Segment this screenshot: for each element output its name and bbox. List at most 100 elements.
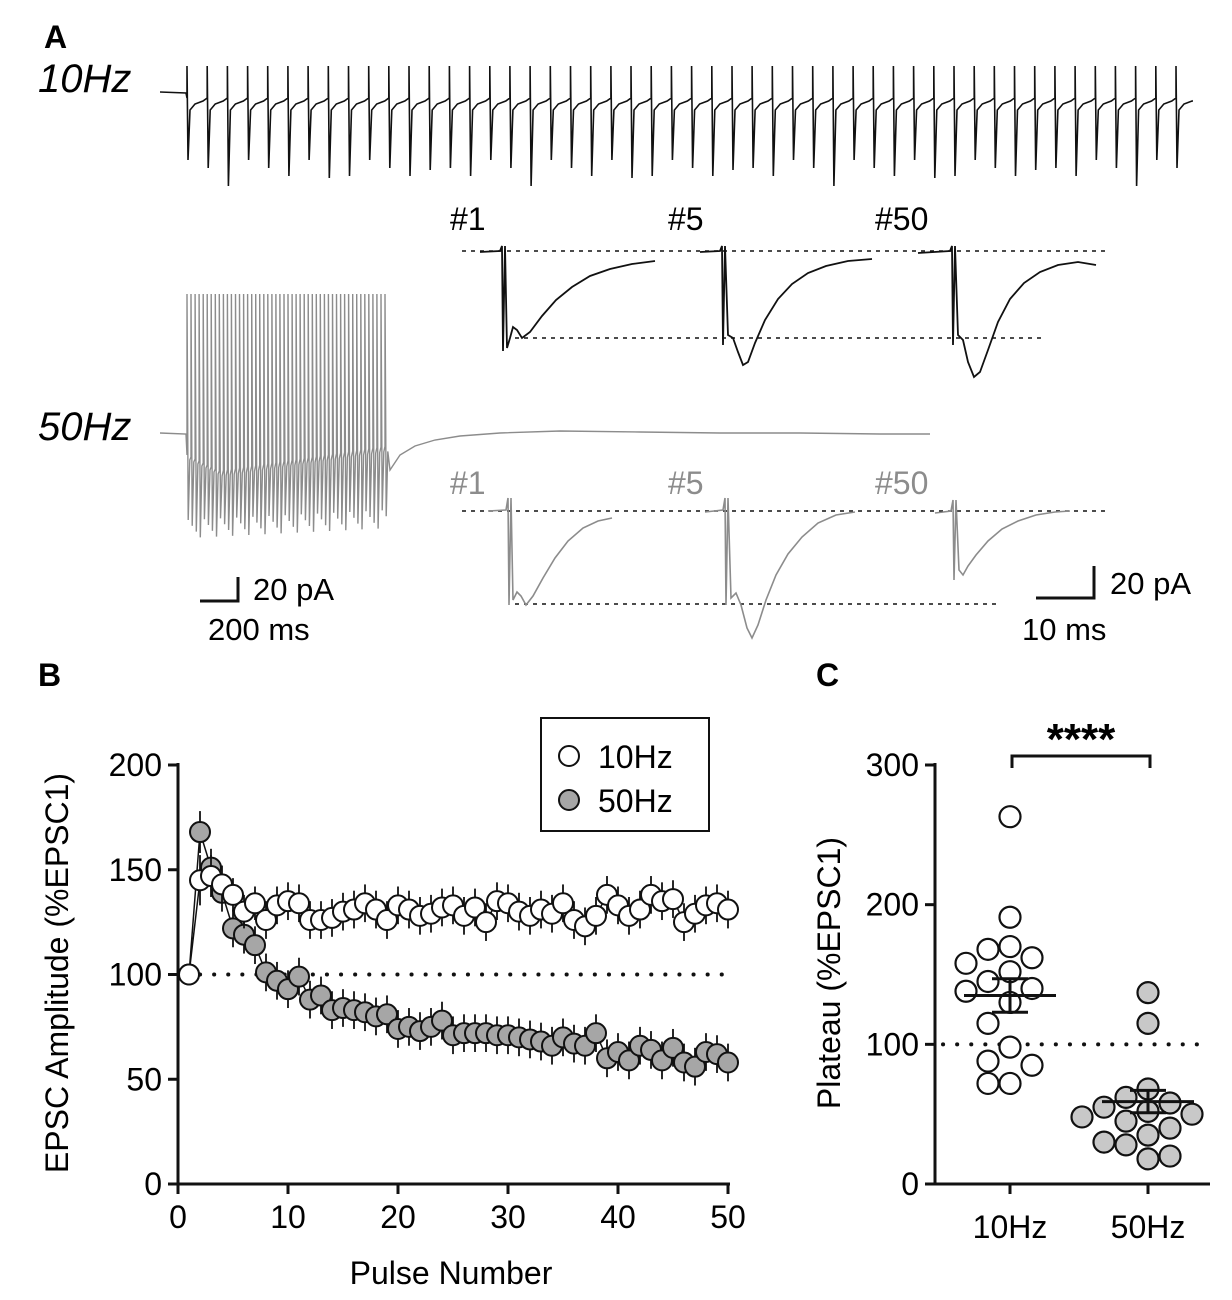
panel-c-point-50hz — [1136, 1011, 1160, 1035]
panel-c-point-50hz — [1092, 1095, 1116, 1119]
panel-b-point-50hz — [310, 984, 332, 1007]
panel-a: A 10Hz 50Hz #1 #5 #50 #1 #5 #50 — [38, 19, 1193, 647]
panel-c-point-10hz — [998, 905, 1022, 929]
panel-b-ytick-label: 200 — [109, 747, 162, 783]
scalebar-right: 20 pA 10 ms — [1022, 566, 1191, 647]
panel-c-xtick-label: 50Hz — [1111, 1209, 1186, 1245]
panel-b-xtick-label: 40 — [600, 1199, 636, 1235]
legend-50hz-label: 50Hz — [598, 783, 673, 819]
panel-b-point-10hz — [585, 904, 607, 927]
panel-b: B EPSC Amplitude (%EPSC1) Pulse Number 0… — [38, 657, 746, 1291]
trace-10hz-label: 10Hz — [38, 57, 131, 101]
insets-10hz: #1 #5 #50 — [450, 201, 1110, 379]
panel-b-ytick-label: 150 — [109, 852, 162, 888]
panel-c-point-10hz — [1020, 976, 1044, 1001]
panel-b-xtick-label: 10 — [270, 1199, 306, 1235]
panel-b-label: B — [38, 657, 61, 693]
panel-b-legend: 10Hz 50Hz — [540, 717, 710, 832]
panel-c-point-50hz — [1092, 1130, 1116, 1154]
inset-10hz-label-1: #1 — [450, 201, 486, 237]
panel-b-ylabel: EPSC Amplitude (%EPSC1) — [39, 773, 75, 1173]
panel-b-point-10hz — [475, 911, 497, 934]
panel-b-point-50hz — [684, 1055, 706, 1078]
panel-c-ytick-label: 200 — [866, 887, 919, 923]
panel-c-point-50hz — [1158, 1144, 1182, 1168]
panel-b-point-10hz — [464, 896, 486, 919]
panel-b-point-10hz — [662, 888, 684, 911]
significance-stars: **** — [1047, 715, 1116, 764]
panel-c-points — [954, 805, 1204, 1171]
panel-b-ytick-label: 50 — [126, 1061, 162, 1097]
panel-c-point-10hz — [976, 969, 1000, 994]
insets-50hz: #1 #5 #50 — [450, 465, 1110, 640]
panel-b-ytick-label: 0 — [144, 1166, 162, 1202]
scalebar-left-bar — [200, 577, 240, 603]
panel-a-label: A — [44, 19, 67, 55]
panel-b-point-50hz — [585, 1022, 607, 1045]
panel-b-xlabel: Pulse Number — [350, 1255, 553, 1291]
panel-c-ytick-label: 300 — [866, 747, 919, 783]
panel-c-point-10hz — [998, 934, 1022, 959]
panel-c-point-10hz — [998, 1071, 1022, 1096]
panel-c-point-50hz — [1180, 1102, 1204, 1126]
inset-50hz-trace-1 — [487, 497, 613, 607]
scalebar-right-y-label: 20 pA — [1110, 566, 1191, 601]
panel-c-point-10hz — [998, 1035, 1022, 1059]
panel-c-point-10hz — [976, 1049, 1000, 1073]
panel-b-axes: 0 50 100 150 200 0 10 20 30 40 50 — [109, 747, 746, 1235]
legend-50hz-marker — [558, 789, 580, 811]
inset-10hz-trace-5 — [699, 245, 873, 367]
trace-10hz — [159, 65, 1193, 187]
trace-50hz — [159, 293, 930, 538]
panel-b-point-10hz — [244, 892, 266, 915]
panel-c-label: C — [816, 657, 839, 693]
inset-50hz-label-50: #50 — [875, 465, 928, 501]
inset-10hz-trace-1 — [479, 245, 656, 352]
inset-10hz-label-50: #50 — [875, 201, 928, 237]
panel-c-point-50hz — [1114, 1109, 1138, 1133]
panel-c-point-50hz — [1136, 1123, 1160, 1147]
scalebar-left-x-label: 200 ms — [208, 612, 310, 647]
panel-b-point-10hz — [222, 883, 244, 906]
legend-10hz-label: 10Hz — [598, 739, 673, 775]
panel-b-point-50hz — [288, 965, 310, 988]
legend-10hz-marker — [558, 745, 580, 767]
panel-c-point-50hz — [1114, 1133, 1138, 1157]
inset-10hz-label-5: #5 — [668, 201, 704, 237]
panel-b-xtick-label: 20 — [380, 1199, 416, 1235]
inset-50hz-label-5: #5 — [668, 465, 704, 501]
inset-50hz-label-1: #1 — [450, 465, 486, 501]
panel-c-point-50hz — [1136, 981, 1160, 1005]
panel-b-point-50hz — [717, 1051, 739, 1074]
panel-b-errorbars-10hz — [188, 855, 729, 975]
scalebar-right-bar — [1036, 566, 1096, 600]
panel-c-xtick-label: 10Hz — [973, 1209, 1048, 1245]
panel-b-points-50hz — [178, 821, 739, 1078]
panel-c-point-10hz — [1020, 1053, 1044, 1077]
panel-c-point-10hz — [954, 979, 978, 1003]
panel-b-point-10hz — [288, 892, 310, 915]
panel-c-point-50hz — [1158, 1116, 1182, 1140]
panel-c-ylabel: Plateau (%EPSC1) — [811, 837, 847, 1109]
panel-c-point-10hz — [998, 805, 1022, 829]
panel-c-axes: 0 100 200 300 10Hz 50Hz — [866, 747, 1210, 1245]
scalebar-left: 20 pA 200 ms — [200, 572, 334, 647]
panel-b-point-50hz — [244, 934, 266, 957]
panel-c-point-10hz — [954, 951, 978, 975]
panel-c-point-50hz — [1070, 1105, 1094, 1129]
panel-b-point-10hz — [376, 909, 398, 932]
inset-50hz-trace-50 — [934, 499, 1071, 581]
panel-b-xtick-label: 0 — [169, 1199, 187, 1235]
panel-c: C Plateau (%EPSC1) 0 100 200 300 10Hz 50Hz **… — [811, 657, 1212, 1245]
panel-b-point-10hz — [629, 898, 651, 921]
panel-b-point-10hz — [717, 898, 739, 921]
panel-b-point-50hz — [376, 1003, 398, 1026]
panel-c-point-50hz — [1136, 1147, 1160, 1171]
panel-b-point-50hz — [662, 1036, 684, 1059]
panel-b-point-50hz — [431, 1009, 453, 1032]
panel-c-point-10hz — [1020, 946, 1044, 970]
panel-c-ytick-label: 0 — [901, 1166, 919, 1202]
panel-b-xtick-label: 50 — [710, 1199, 746, 1235]
panel-b-ytick-label: 100 — [109, 957, 162, 993]
